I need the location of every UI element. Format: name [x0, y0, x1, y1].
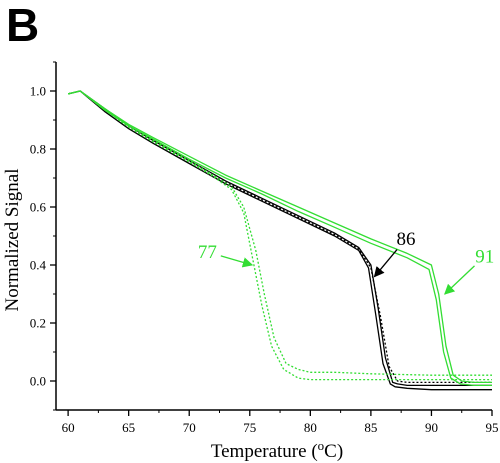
- x-tick-label: 85: [364, 420, 377, 435]
- y-tick-label: 0.4: [30, 258, 47, 273]
- plot-series: [67, 90, 492, 391]
- x-axis-ticks: 60 65 70 75 80 85 90 95: [62, 410, 499, 435]
- y-tick-label: 0.8: [30, 142, 46, 157]
- annotation-arrow: [444, 265, 475, 295]
- x-tick-label: 80: [304, 420, 317, 435]
- x-tick-label: 90: [425, 420, 438, 435]
- x-axis-title: Temperature (oC): [211, 438, 343, 462]
- y-tick-label: 0.2: [30, 316, 46, 331]
- annotations: 77 86 91: [198, 229, 494, 295]
- x-tick-label: 65: [122, 420, 135, 435]
- x-axis-title-sup: o: [318, 438, 325, 453]
- series-line-7: [67, 90, 492, 381]
- series-line-6: [67, 90, 492, 376]
- y-axis-title: Normalized Signal: [2, 169, 23, 312]
- annotation-arrow: [373, 249, 398, 278]
- series-line-4: [67, 90, 492, 384]
- series-line-3: [67, 90, 492, 384]
- plot-frame: [55, 62, 492, 411]
- x-axis-title-tail: C): [324, 441, 343, 462]
- panel-label: B: [6, 0, 39, 51]
- annotation-arrow: [220, 255, 254, 268]
- y-tick-label: 1.0: [30, 84, 46, 99]
- series-line-1: [67, 90, 492, 387]
- x-tick-label: 75: [243, 420, 256, 435]
- annotation-label: 91: [475, 246, 494, 267]
- annotation-label: 86: [397, 229, 416, 250]
- series-line-2: [67, 90, 492, 391]
- x-tick-label: 95: [486, 420, 499, 435]
- y-tick-label: 0.6: [30, 200, 47, 215]
- x-tick-label: 60: [62, 420, 75, 435]
- y-tick-label: 0.0: [30, 374, 46, 389]
- series-line-5: [67, 90, 492, 387]
- x-axis-title-main: Temperature (: [211, 441, 318, 462]
- y-axis-ticks: 0.0 0.2 0.4 0.6 0.8 1.0: [30, 61, 56, 411]
- annotation-label: 77: [198, 242, 217, 263]
- x-tick-label: 70: [183, 420, 196, 435]
